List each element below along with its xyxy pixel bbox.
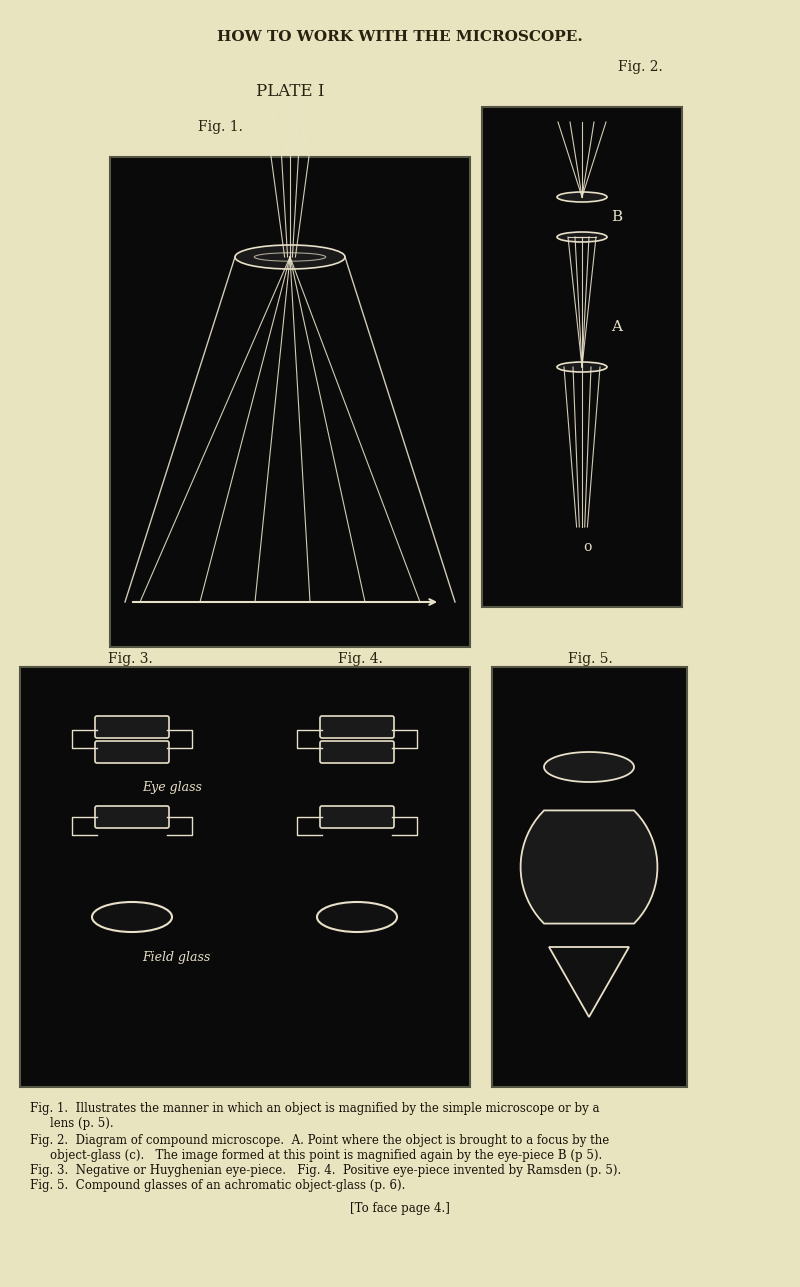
Text: Fig. 2.  Diagram of compound microscope.  A. Point where the object is brought t: Fig. 2. Diagram of compound microscope. … [30, 1134, 610, 1147]
Text: Fig. 2.: Fig. 2. [618, 60, 662, 73]
Text: A: A [611, 320, 622, 335]
Text: Fig. 5.  Compound glasses of an achromatic object-glass (p. 6).: Fig. 5. Compound glasses of an achromati… [30, 1179, 406, 1192]
Bar [492, 667, 687, 1088]
Bar [482, 107, 682, 607]
Text: Fig. 5.: Fig. 5. [568, 653, 612, 665]
FancyBboxPatch shape [95, 741, 169, 763]
FancyBboxPatch shape [95, 806, 169, 828]
Bar [110, 157, 470, 647]
FancyBboxPatch shape [320, 741, 394, 763]
Ellipse shape [235, 245, 345, 269]
Bar [20, 667, 470, 1088]
Text: Fig. 1.  Illustrates the manner in which an object is magnified by the simple mi: Fig. 1. Illustrates the manner in which … [30, 1102, 599, 1115]
Text: B: B [611, 210, 622, 224]
Text: Fig. 3.  Negative or Huyghenian eye-piece.   Fig. 4.  Positive eye-piece invente: Fig. 3. Negative or Huyghenian eye-piece… [30, 1163, 622, 1178]
Text: [To face page 4.]: [To face page 4.] [350, 1202, 450, 1215]
Text: Fig. 3.: Fig. 3. [108, 653, 152, 665]
Polygon shape [544, 752, 634, 782]
Text: PLATE I: PLATE I [256, 84, 324, 100]
Text: object-glass (c).   The image formed at this point is magnified again by the eye: object-glass (c). The image formed at th… [50, 1149, 602, 1162]
Text: lens (p. 5).: lens (p. 5). [50, 1117, 114, 1130]
FancyBboxPatch shape [320, 806, 394, 828]
Text: Eye glass: Eye glass [142, 780, 202, 794]
Text: Fig. 1.: Fig. 1. [198, 120, 242, 134]
Ellipse shape [92, 902, 172, 932]
Text: Field glass: Field glass [142, 951, 210, 964]
Ellipse shape [557, 232, 607, 242]
Text: Fig. 4.: Fig. 4. [338, 653, 382, 665]
Ellipse shape [317, 902, 397, 932]
Polygon shape [549, 947, 629, 1017]
FancyBboxPatch shape [320, 716, 394, 737]
Text: o: o [583, 541, 591, 553]
FancyBboxPatch shape [95, 716, 169, 737]
Ellipse shape [557, 362, 607, 372]
Text: HOW TO WORK WITH THE MICROSCOPE.: HOW TO WORK WITH THE MICROSCOPE. [217, 30, 583, 44]
Polygon shape [521, 811, 658, 924]
Ellipse shape [557, 192, 607, 202]
